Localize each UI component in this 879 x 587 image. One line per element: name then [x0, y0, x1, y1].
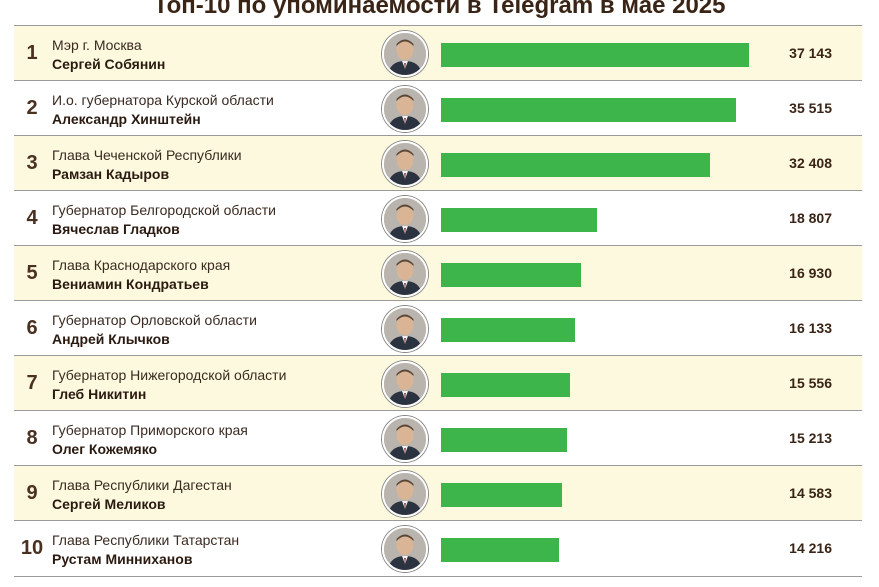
value-label: 16 930	[789, 265, 832, 281]
table-row: 5 Глава Краснодарского края Вениамин Кон…	[14, 245, 862, 300]
table-row: 10 Глава Республики Татарстан Рустам Мин…	[14, 520, 862, 577]
value-label: 35 515	[789, 100, 832, 116]
person-name: Сергей Собянин	[52, 56, 166, 72]
table-row: 4 Губернатор Белгородской области Вячесл…	[14, 190, 862, 245]
bar-2	[441, 98, 736, 122]
rank-number: 4	[26, 207, 38, 229]
portrait-icon	[382, 141, 428, 187]
bar-8	[441, 428, 567, 452]
person-name: Александр Хинштейн	[52, 111, 201, 127]
person-name: Сергей Меликов	[52, 496, 166, 512]
person-name: Вячеслав Гладков	[52, 221, 180, 237]
portrait-icon	[382, 251, 428, 297]
rank-number: 1	[26, 42, 38, 64]
portrait-icon	[382, 196, 428, 242]
person-name: Вениамин Кондратьев	[52, 276, 209, 292]
ranking-table: 1 Мэр г. Москва Сергей Собянин 37 143 2 …	[14, 25, 862, 577]
position-label: Губернатор Орловской области	[52, 312, 257, 328]
bar-10	[441, 538, 559, 562]
person-name: Андрей Клычков	[52, 331, 170, 347]
table-row: 6 Губернатор Орловской области Андрей Кл…	[14, 300, 862, 355]
chart-title: Топ-10 по упоминаемости в Telegram в мае…	[153, 0, 726, 19]
position-label: Губернатор Приморского края	[52, 422, 248, 438]
portrait-icon	[382, 526, 428, 572]
rank-number: 7	[26, 372, 38, 394]
value-label: 16 133	[789, 320, 832, 336]
position-label: И.о. губернатора Курской области	[52, 92, 274, 108]
value-label: 18 807	[789, 210, 832, 226]
rank-number: 2	[26, 97, 38, 119]
person-name: Олег Кожемяко	[52, 441, 158, 457]
rank-number: 8	[26, 427, 38, 449]
table-row: 1 Мэр г. Москва Сергей Собянин 37 143	[14, 25, 862, 80]
position-label: Губернатор Белгородской области	[52, 202, 276, 218]
position-label: Мэр г. Москва	[52, 37, 142, 53]
bar-3	[441, 153, 710, 177]
value-label: 37 143	[789, 45, 832, 61]
portrait-icon	[382, 86, 428, 132]
portrait-icon	[382, 31, 428, 77]
value-label: 15 556	[789, 375, 832, 391]
position-label: Глава Чеченской Республики	[52, 147, 242, 163]
table-row: 9 Глава Республики Дагестан Сергей Мелик…	[14, 465, 862, 520]
rank-number: 10	[20, 537, 44, 559]
value-label: 14 216	[789, 540, 832, 556]
person-name: Рамзан Кадыров	[52, 166, 170, 182]
rank-number: 6	[26, 317, 38, 339]
bar-4	[441, 208, 597, 232]
rank-number: 3	[26, 152, 38, 174]
table-row: 7 Губернатор Нижегородской области Глеб …	[14, 355, 862, 410]
table-row: 8 Губернатор Приморского края Олег Кожем…	[14, 410, 862, 465]
portrait-icon	[382, 416, 428, 462]
person-name: Глеб Никитин	[52, 386, 147, 402]
position-label: Глава Республики Татарстан	[52, 532, 240, 548]
portrait-icon	[382, 471, 428, 517]
portrait-icon	[382, 361, 428, 407]
table-row: 2 И.о. губернатора Курской области Алекс…	[14, 80, 862, 135]
bar-5	[441, 263, 581, 287]
table-row: 3 Глава Чеченской Республики Рамзан Кады…	[14, 135, 862, 190]
person-name: Рустам Минниханов	[52, 551, 193, 567]
bar-6	[441, 318, 575, 342]
portrait-icon	[382, 306, 428, 352]
rank-number: 5	[26, 262, 38, 284]
value-label: 15 213	[789, 430, 832, 446]
value-label: 32 408	[789, 155, 832, 171]
value-label: 14 583	[789, 485, 832, 501]
position-label: Губернатор Нижегородской области	[52, 367, 287, 383]
bar-1	[441, 43, 749, 67]
position-label: Глава Краснодарского края	[52, 257, 231, 273]
bar-9	[441, 483, 562, 507]
rank-number: 9	[26, 482, 38, 504]
bar-7	[441, 373, 570, 397]
position-label: Глава Республики Дагестан	[52, 477, 232, 493]
